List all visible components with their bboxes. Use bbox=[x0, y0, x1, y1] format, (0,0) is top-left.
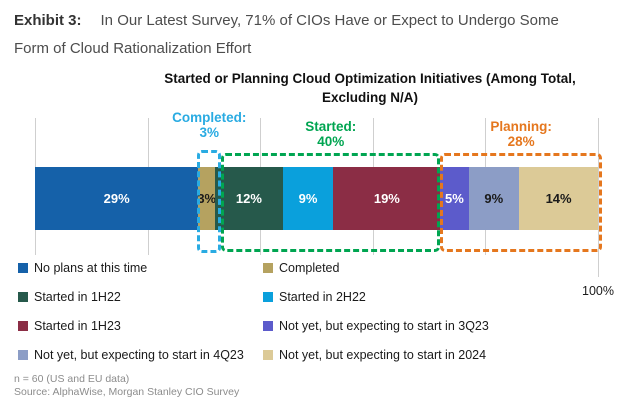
group-label-started: Started: 40% bbox=[305, 119, 357, 149]
legend-item: Not yet, but expecting to start in 4Q23 bbox=[18, 340, 263, 369]
group-label-completed: Completed: 3% bbox=[172, 110, 247, 140]
bar-segment: 9% bbox=[282, 167, 334, 230]
bar-segment: 19% bbox=[333, 167, 441, 230]
bar-segment: 9% bbox=[468, 167, 520, 230]
group-box-started bbox=[221, 153, 441, 252]
legend-item: Started in 1H23 bbox=[18, 311, 263, 340]
group-box-completed bbox=[197, 150, 222, 253]
legend-swatch bbox=[18, 291, 28, 302]
exhibit-number: Exhibit 3: bbox=[14, 12, 82, 29]
legend-label: Started in 2H22 bbox=[279, 289, 366, 304]
footnote: n = 60 (US and EU data) Source: AlphaWis… bbox=[14, 373, 239, 399]
group-label-planning: Planning: 28% bbox=[490, 119, 552, 149]
legend-swatch bbox=[263, 320, 273, 331]
exhibit-title-line1: In Our Latest Survey, 71% of CIOs Have o… bbox=[100, 12, 559, 29]
axis-max-tick-label: 100% bbox=[582, 284, 614, 298]
bar-segment-value: 19% bbox=[373, 191, 400, 206]
legend-item: Not yet, but expecting to start in 2024 bbox=[263, 340, 624, 369]
gridline bbox=[598, 118, 599, 277]
bar-segment-value: 3% bbox=[197, 191, 217, 206]
legend-item: No plans at this time bbox=[18, 253, 263, 282]
bar-segment: 3% bbox=[197, 167, 217, 230]
legend-label: Started in 1H23 bbox=[34, 318, 121, 333]
legend-item: Started in 1H22 bbox=[18, 282, 263, 311]
bar-segment: 12% bbox=[215, 167, 283, 230]
legend-swatch bbox=[263, 349, 273, 360]
bar-segment: 5% bbox=[440, 167, 469, 230]
source-note: Source: AlphaWise, Morgan Stanley CIO Su… bbox=[14, 386, 240, 398]
sample-size-note: n = 60 (US and EU data) bbox=[14, 373, 130, 385]
bar-segment-value: 12% bbox=[235, 191, 262, 206]
bar-segment-value: 5% bbox=[445, 191, 464, 206]
legend-swatch bbox=[18, 320, 28, 331]
legend-label: Started in 1H22 bbox=[34, 289, 121, 304]
legend-label: Not yet, but expecting to start in 3Q23 bbox=[279, 318, 489, 333]
legend: No plans at this time Completed Started in… bbox=[18, 253, 624, 369]
legend-label: Not yet, but expecting to start in 4Q23 bbox=[34, 347, 244, 362]
chart-title-line1: Started or Planning Cloud Optimization I… bbox=[164, 71, 576, 86]
legend-label: Completed bbox=[279, 260, 340, 275]
exhibit-title-line2: Form of Cloud Rationalization Effort bbox=[14, 40, 252, 57]
bar-segment: 29% bbox=[35, 167, 199, 230]
legend-swatch bbox=[18, 349, 28, 360]
bar-segment-value: 14% bbox=[545, 191, 572, 206]
bar-segment-value: 29% bbox=[103, 191, 130, 206]
bar-segment: 14% bbox=[519, 167, 598, 230]
group-box-planning bbox=[440, 153, 602, 252]
chart-title-line2: Excluding N/A) bbox=[321, 90, 418, 105]
legend-item: Started in 2H22 bbox=[263, 282, 624, 311]
legend-label: Not yet, but expecting to start in 2024 bbox=[279, 347, 487, 362]
chart-title: Started or Planning Cloud Optimization I… bbox=[100, 69, 640, 107]
legend-swatch bbox=[263, 262, 273, 273]
bar-segment-value: 9% bbox=[298, 191, 318, 206]
legend-label: No plans at this time bbox=[34, 260, 148, 275]
legend-swatch bbox=[18, 262, 28, 273]
legend-item: Completed bbox=[263, 253, 624, 282]
bar-segment-value: 9% bbox=[484, 191, 504, 206]
legend-item: Not yet, but expecting to start in 3Q23 bbox=[263, 311, 624, 340]
legend-swatch bbox=[263, 291, 273, 302]
exhibit-header: Exhibit 3: In Our Latest Survey, 71% of C… bbox=[14, 7, 629, 63]
